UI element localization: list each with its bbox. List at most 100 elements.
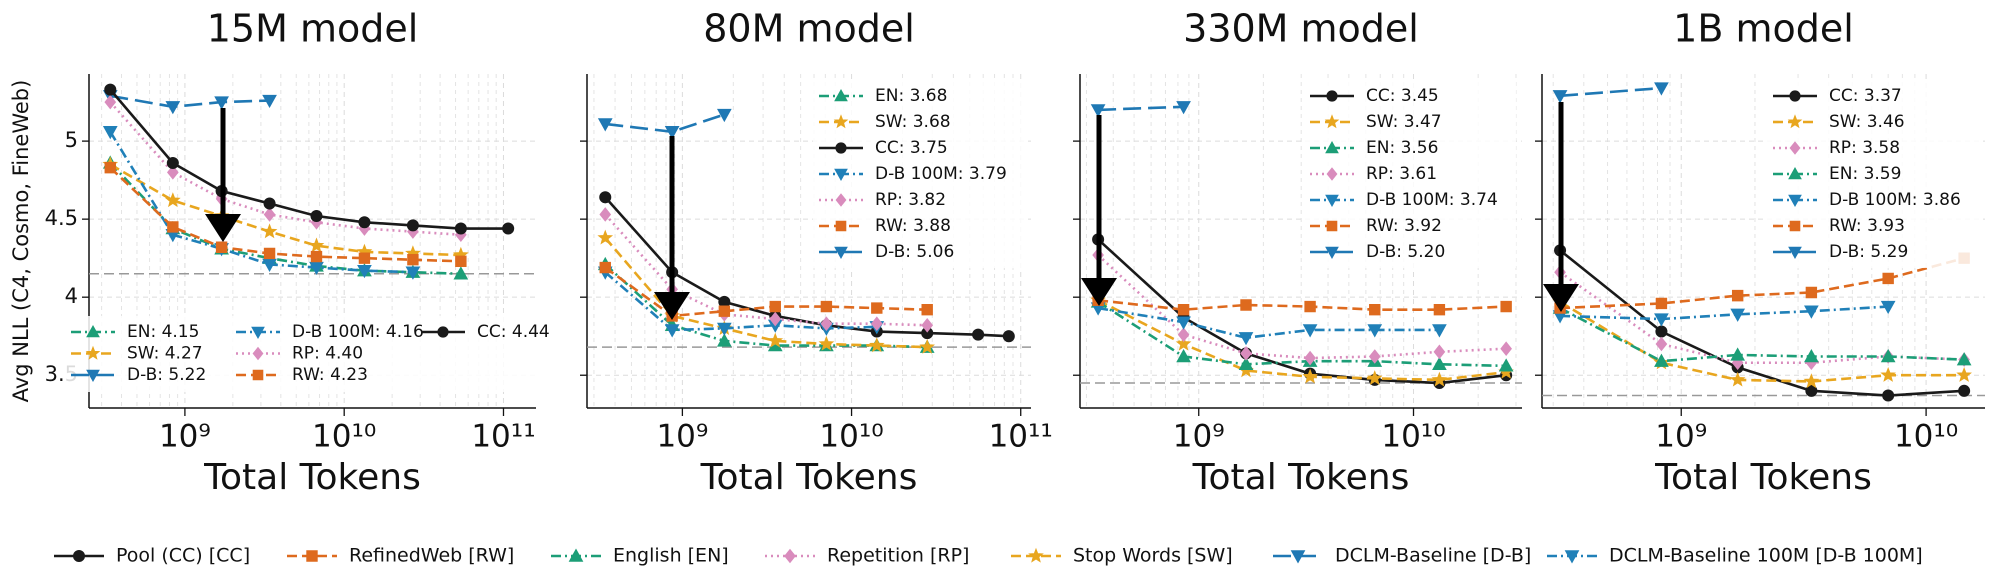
marker — [357, 264, 372, 279]
marker — [599, 191, 612, 204]
marker — [262, 94, 277, 109]
marker — [214, 96, 229, 110]
series-line — [1098, 105, 1184, 112]
marker — [1805, 384, 1818, 397]
legend: CC: 3.45 SW: 3.47 EN: 3.56 RP: 3.61 D-B 100M… — [1304, 80, 1516, 268]
marker — [1654, 82, 1669, 96]
legend-label: RW: 3.92 — [1366, 216, 1442, 236]
marker — [1176, 316, 1191, 330]
legend-label: Pool (CC) [CC] — [116, 545, 250, 567]
marker — [1240, 346, 1252, 361]
series-line — [1560, 256, 1965, 310]
series-line — [109, 166, 461, 263]
marker — [1956, 367, 1972, 382]
marker — [1500, 341, 1512, 356]
marker — [1176, 101, 1191, 115]
y-tick-label: 5 — [65, 128, 78, 152]
marker — [1803, 373, 1820, 389]
marker — [86, 369, 100, 383]
legend-label: D-B 100M: 3.74 — [1366, 190, 1498, 210]
marker — [1729, 371, 1746, 387]
legend-label: EN: 4.15 — [127, 322, 199, 342]
marker — [835, 193, 847, 207]
marker — [921, 303, 933, 316]
marker — [599, 207, 612, 222]
arrow-head — [654, 292, 690, 320]
marker — [1290, 550, 1306, 564]
marker — [784, 548, 796, 564]
marker — [1326, 220, 1338, 232]
marker — [252, 369, 264, 381]
series-line — [605, 113, 725, 134]
legend-label: CC: 4.44 — [477, 322, 550, 342]
legend-label: RP: 3.82 — [875, 190, 946, 210]
series-line — [109, 163, 461, 257]
legend-label: SW: 4.27 — [127, 344, 203, 364]
marker — [1240, 299, 1252, 311]
marker — [1431, 371, 1448, 387]
chart-title: 80M model — [703, 7, 915, 51]
marker — [310, 250, 323, 263]
marker — [454, 222, 467, 235]
x-axis-label: Total Tokens — [1192, 457, 1410, 498]
marker — [1804, 305, 1819, 319]
marker — [1956, 352, 1972, 366]
marker — [1654, 353, 1669, 367]
marker — [1804, 348, 1819, 363]
legend-label: CC: 3.75 — [875, 138, 948, 158]
x-tick-label: 10¹¹ — [471, 419, 535, 455]
marker — [597, 118, 613, 132]
marker — [769, 311, 782, 327]
marker — [664, 126, 680, 140]
marker — [1880, 367, 1896, 382]
legend-label: RP: 3.58 — [1829, 138, 1900, 158]
marker — [1326, 90, 1338, 102]
marker — [1238, 332, 1254, 346]
chart-title: 1B model — [1673, 7, 1854, 51]
marker — [1655, 325, 1668, 338]
legend: EN: 3.68 SW: 3.68 CC: 3.75 D-B 100M: 3.79 RP… — [813, 80, 1025, 268]
marker — [1238, 356, 1254, 370]
marker — [1302, 368, 1318, 384]
marker — [921, 317, 934, 333]
marker — [1788, 194, 1802, 208]
marker — [165, 101, 181, 115]
marker — [306, 550, 318, 562]
legend-label: English [EN] — [613, 545, 729, 567]
marker — [1958, 384, 1971, 397]
marker — [1805, 286, 1818, 299]
x-tick-label: 10⁹ — [656, 419, 708, 455]
marker — [1882, 272, 1894, 285]
legend-label: CC: 3.37 — [1829, 86, 1902, 106]
marker — [1564, 550, 1580, 564]
y-axis-label: Avg NLL (C4, Cosmo, FineWeb) — [9, 80, 33, 403]
marker — [834, 88, 848, 102]
marker — [767, 332, 784, 348]
legend-label: EN: 3.68 — [875, 86, 947, 106]
legend: CC: 3.37 SW: 3.46 RP: 3.58 EN: 3.59 D-B 100M… — [1767, 80, 1979, 268]
marker — [310, 210, 323, 223]
x-tick-label: 10¹⁰ — [819, 419, 883, 455]
marker — [358, 252, 371, 264]
marker — [1325, 246, 1339, 260]
series-line — [1559, 249, 1965, 397]
legend-label: D-B: 5.29 — [1829, 242, 1908, 262]
arrow-head — [1543, 284, 1579, 312]
arrow-head — [205, 214, 241, 242]
series-line — [110, 94, 270, 109]
marker — [104, 83, 117, 96]
marker — [820, 300, 833, 313]
marker — [263, 207, 276, 222]
marker — [502, 222, 515, 235]
marker — [870, 316, 883, 332]
marker — [263, 197, 276, 210]
x-axis-label: Total Tokens — [700, 457, 918, 498]
series-line — [604, 271, 877, 332]
marker — [1500, 300, 1512, 313]
marker — [716, 108, 732, 123]
marker — [1028, 547, 1044, 563]
marker — [1432, 356, 1447, 370]
marker — [818, 335, 835, 351]
marker — [1002, 330, 1015, 343]
